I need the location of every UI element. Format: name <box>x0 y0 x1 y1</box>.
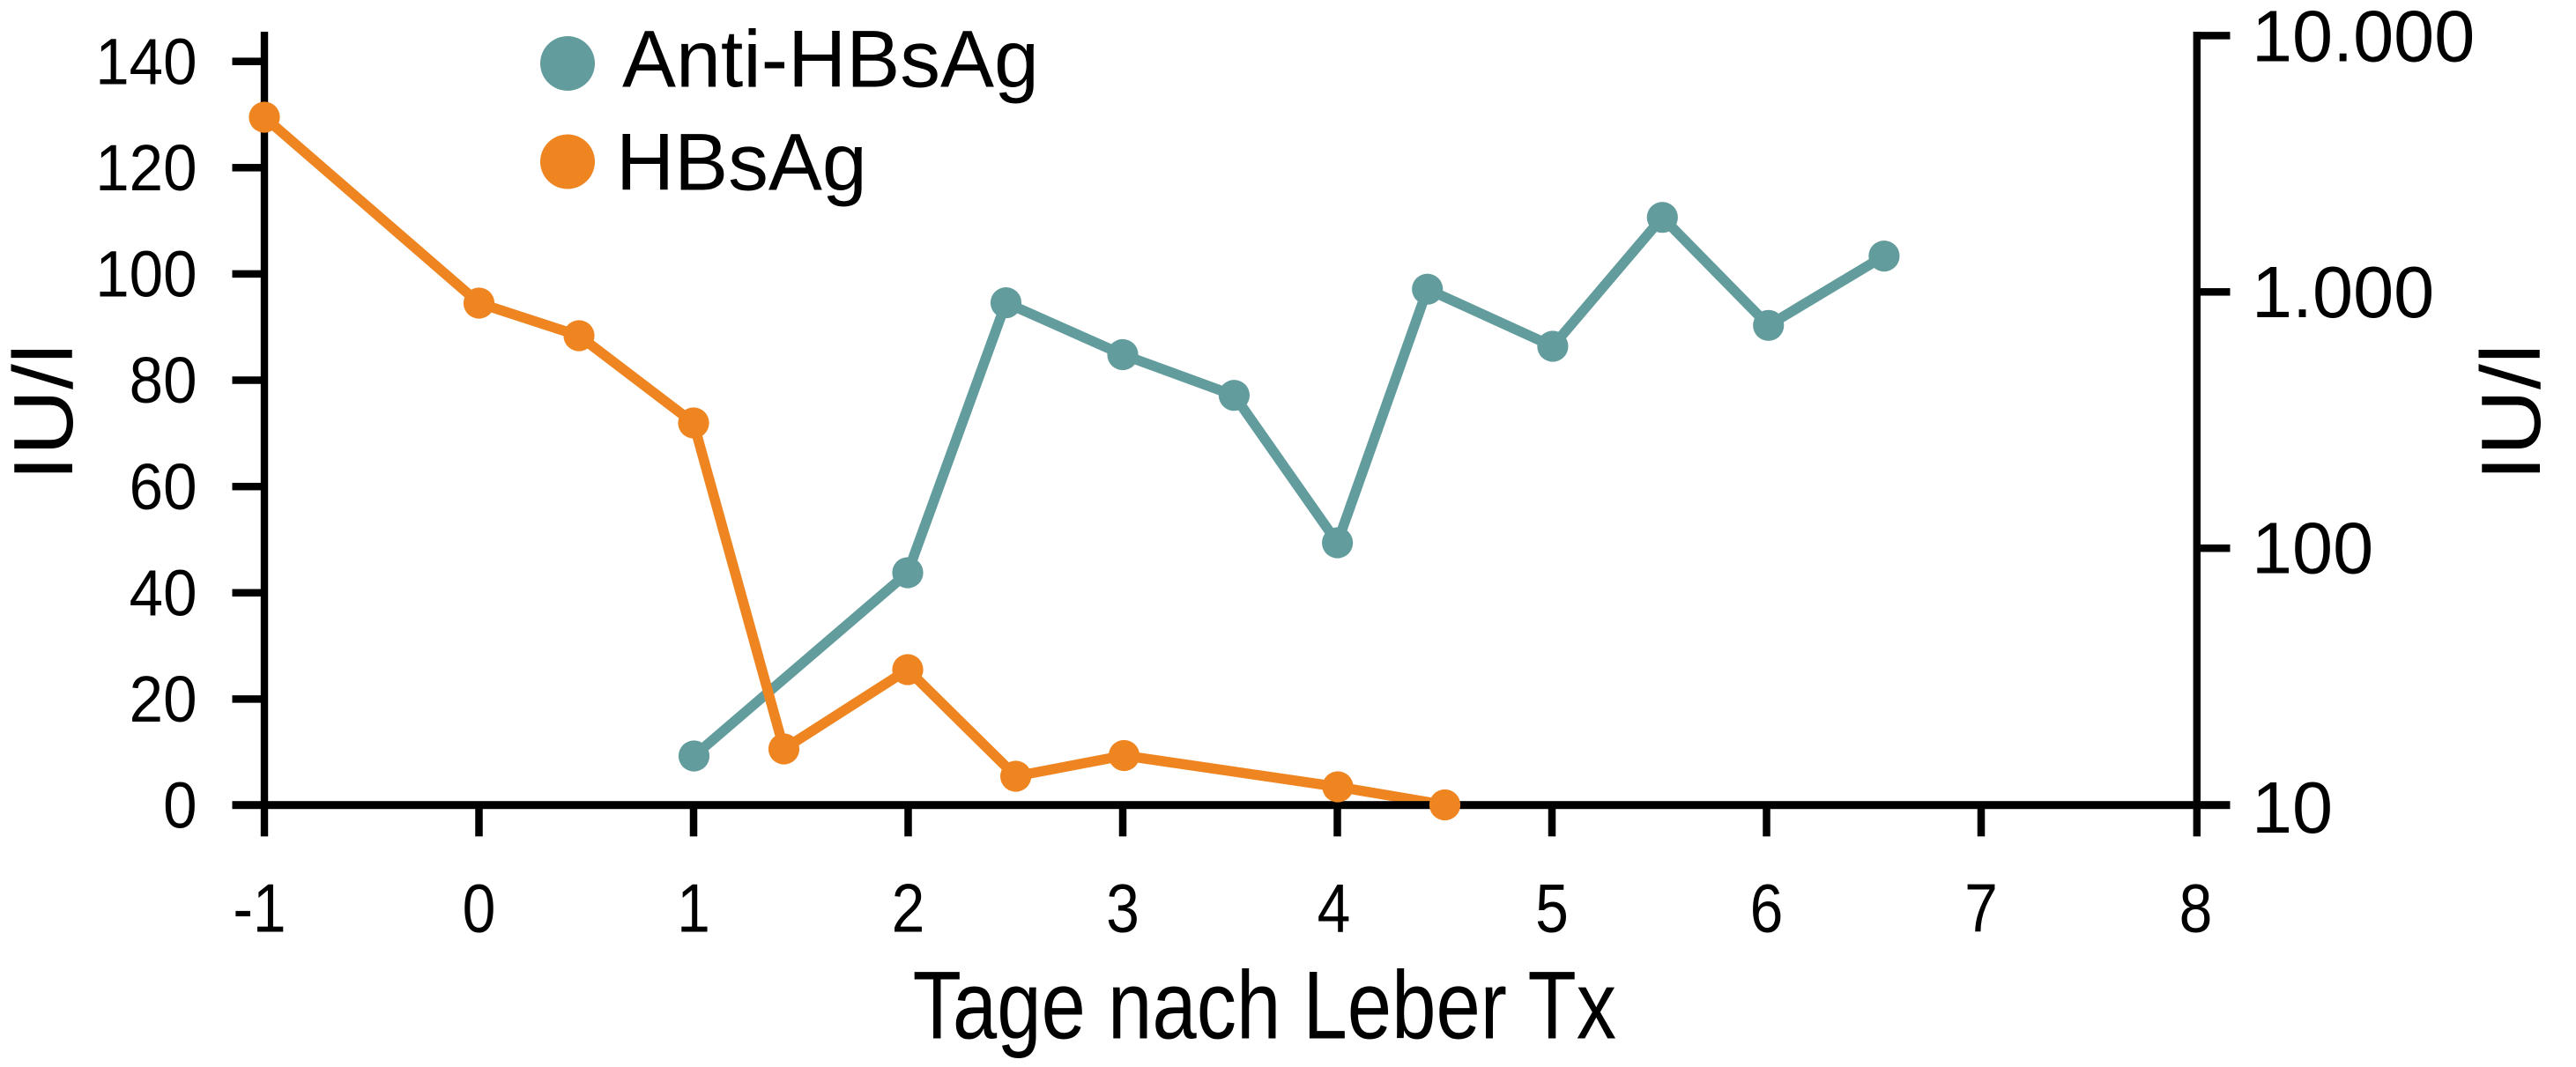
svg-text:IU/l: IU/l <box>2465 344 2558 481</box>
svg-text:1.000: 1.000 <box>2252 251 2434 333</box>
svg-text:140: 140 <box>95 26 197 99</box>
svg-text:100: 100 <box>2252 508 2373 589</box>
svg-text:Anti-HBsAg: Anti-HBsAg <box>622 14 1039 104</box>
svg-text:4: 4 <box>1318 871 1351 946</box>
svg-text:-1: -1 <box>233 871 286 946</box>
svg-text:1: 1 <box>677 871 710 946</box>
svg-text:20: 20 <box>130 663 197 737</box>
svg-text:0: 0 <box>163 769 197 842</box>
svg-text:120: 120 <box>95 132 197 205</box>
svg-text:60: 60 <box>130 450 197 523</box>
svg-text:40: 40 <box>130 557 197 630</box>
svg-text:2: 2 <box>892 871 925 946</box>
svg-text:6: 6 <box>1750 871 1784 946</box>
svg-text:10: 10 <box>2252 767 2333 848</box>
svg-text:100: 100 <box>95 238 197 311</box>
svg-text:5: 5 <box>1535 871 1569 946</box>
svg-text:7: 7 <box>1964 871 1998 946</box>
svg-text:IU/l: IU/l <box>0 344 91 481</box>
svg-text:Tage nach Leber Tx: Tage nach Leber Tx <box>913 952 1616 1059</box>
svg-text:HBsAg: HBsAg <box>616 118 867 208</box>
svg-text:3: 3 <box>1106 871 1140 946</box>
svg-text:8: 8 <box>2179 871 2213 946</box>
svg-text:0: 0 <box>463 871 496 946</box>
svg-text:10.000: 10.000 <box>2252 0 2475 78</box>
svg-text:80: 80 <box>130 345 197 418</box>
